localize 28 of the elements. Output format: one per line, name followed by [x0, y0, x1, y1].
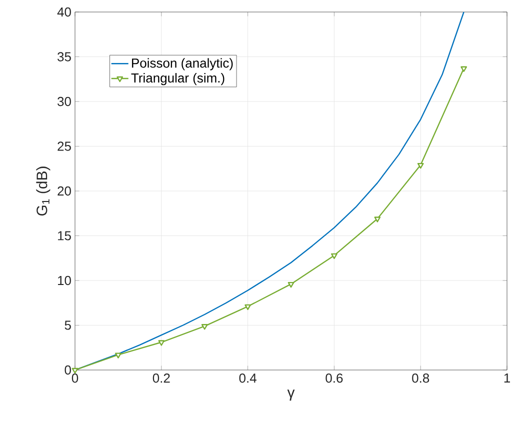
point [288, 282, 294, 288]
y-tick-label: 0 [64, 365, 71, 375]
y-axis-title: G$_{1}$ (dB) [36, 166, 50, 216]
point [158, 340, 165, 346]
point [460, 66, 467, 72]
legend-label: Triangular (sim.) [131, 73, 224, 86]
x-tick-label: 0.4 [239, 374, 256, 383]
x-axis-title: γ [287, 390, 295, 401]
point [115, 352, 122, 358]
point [374, 216, 381, 222]
x-tick-label: 0 [72, 374, 78, 383]
y-tick-label: 15 [58, 231, 71, 240]
y-tick-label: 5 [64, 320, 71, 330]
legend-label: Poisson (analytic) [132, 58, 233, 70]
x-tick-label: 0.8 [412, 374, 430, 383]
x-tick-label: 0.2 [152, 374, 170, 383]
x-tick-label: 0.6 [326, 374, 343, 383]
point [331, 253, 338, 260]
x-tick-label: 1 [504, 374, 510, 382]
y-tick-label: 30 [58, 96, 71, 106]
y-tick-label: 40 [57, 7, 71, 17]
point [417, 162, 424, 169]
point [244, 304, 251, 310]
point [201, 324, 208, 330]
y-tick-label: 20 [58, 186, 71, 196]
y-tick-label: 10 [58, 276, 71, 286]
y-tick-label: 35 [58, 52, 71, 62]
y-tick-label: 25 [58, 142, 71, 151]
